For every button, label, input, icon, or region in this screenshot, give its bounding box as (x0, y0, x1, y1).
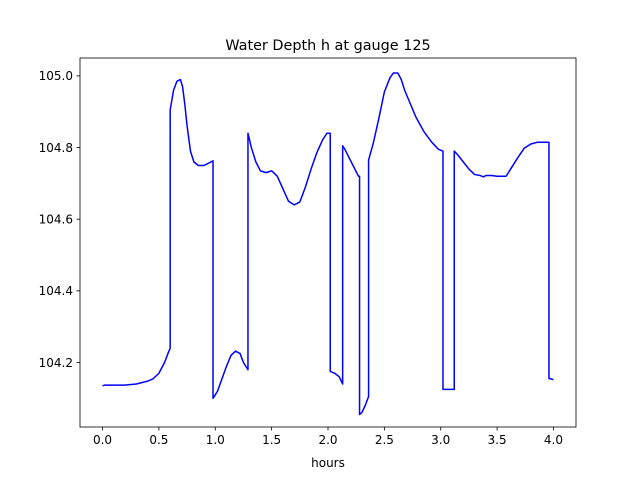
y-tick-label: 104.6 (39, 213, 73, 227)
y-tick-label: 104.2 (39, 356, 73, 370)
x-tick-label: 3.0 (431, 433, 450, 447)
x-tick-label: 2.0 (318, 433, 337, 447)
x-tick-label: 0.0 (93, 433, 112, 447)
x-tick-label: 1.0 (206, 433, 225, 447)
x-tick-label: 2.5 (375, 433, 394, 447)
x-tick-label: 1.5 (262, 433, 281, 447)
series-line-0 (102, 72, 554, 416)
y-tick-label: 104.8 (39, 141, 73, 155)
x-tick-label: 3.5 (488, 433, 507, 447)
y-tick-label: 104.4 (39, 284, 73, 298)
x-tick-label: 0.5 (149, 433, 168, 447)
x-axis-label: hours (311, 456, 345, 470)
chart-title: Water Depth h at gauge 125 (225, 38, 430, 54)
x-tick-label: 4.0 (544, 433, 563, 447)
y-tick-label: 105.0 (39, 69, 73, 83)
axis-ticks: 0.0 0.5 1.0 1.5 2.0 2.5 3.0 3.5 4.0 104.2 104.4 104… (39, 69, 563, 447)
